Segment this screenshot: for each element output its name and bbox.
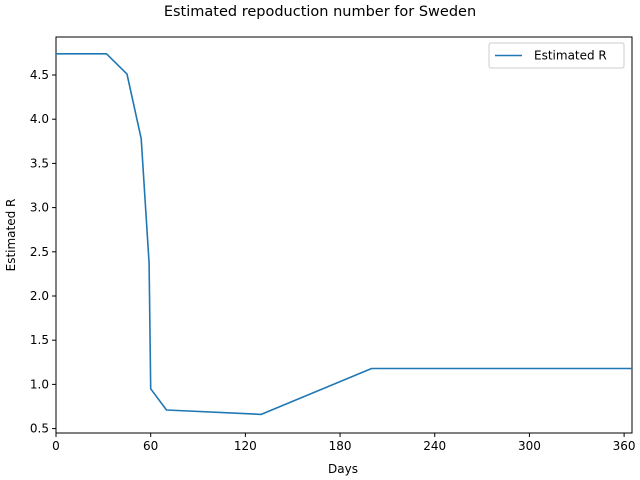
y-tick-label: 4.0 xyxy=(30,112,49,126)
x-tick-label: 120 xyxy=(234,439,257,453)
y-tick-label: 2.0 xyxy=(30,289,49,303)
legend: Estimated R xyxy=(488,42,625,69)
chart-title: Estimated repoduction number for Sweden xyxy=(164,4,476,20)
y-tick-label: 4.5 xyxy=(30,68,49,82)
y-tick-label: 2.5 xyxy=(30,245,49,259)
plot-area xyxy=(55,36,633,434)
x-tick-label: 360 xyxy=(613,439,636,453)
x-tick-label: 0 xyxy=(52,439,60,453)
y-axis-label: Estimated R xyxy=(4,199,18,272)
y-tick-label: 1.0 xyxy=(30,377,49,391)
series-layer xyxy=(56,52,632,416)
plot-frame xyxy=(55,36,633,434)
x-tick-label: 240 xyxy=(423,439,446,453)
y-tick-label: 3.5 xyxy=(30,156,49,170)
x-tick-label: 60 xyxy=(143,439,158,453)
series-line-estimated-r xyxy=(56,52,632,416)
legend-box xyxy=(488,42,625,69)
x-axis-label: Days xyxy=(328,462,358,476)
x-axis: 0 60 120 180 240 300 360 xyxy=(52,433,636,453)
x-tick-label: 180 xyxy=(329,439,352,453)
y-tick-label: 0.5 xyxy=(30,422,49,436)
x-tick-label: 300 xyxy=(518,439,541,453)
legend-label: Estimated R xyxy=(534,49,607,63)
y-axis: 0.5 1.0 1.5 2.0 2.5 3.0 3.5 4.0 4.5 xyxy=(30,68,56,436)
y-tick-label: 1.5 xyxy=(30,333,49,347)
y-tick-label: 3.0 xyxy=(30,201,49,215)
